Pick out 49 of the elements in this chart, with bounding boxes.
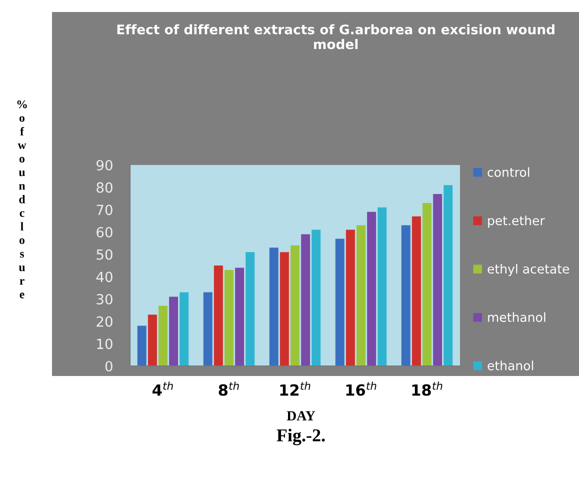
bar <box>290 245 300 366</box>
bar <box>269 248 278 366</box>
bar <box>367 212 376 366</box>
text: % of wound closure <box>17 100 27 298</box>
y-tick-label: 30 <box>96 294 112 304</box>
legend-label: ethyl acetate <box>488 264 570 276</box>
y-tick-label: 0 <box>105 360 112 372</box>
bar <box>356 225 366 366</box>
x-axis-title: DAY <box>286 411 316 420</box>
bar <box>148 314 157 366</box>
legend-label: pet.ether <box>488 216 545 228</box>
bar <box>412 216 421 366</box>
y-tick-label: 70 <box>96 204 112 216</box>
y-tick-label: 50 <box>96 249 112 260</box>
bar <box>433 194 442 366</box>
bar <box>235 268 244 366</box>
bar <box>246 252 255 366</box>
x-tick-label: 18$^{th}$ <box>412 382 442 396</box>
y-tick-label: 60 <box>96 226 112 238</box>
bar <box>180 292 189 366</box>
bar <box>312 230 321 366</box>
x-tick-label: 8$^{th}$ <box>218 382 239 396</box>
bar <box>224 270 234 366</box>
bar <box>422 202 432 366</box>
bar <box>214 266 223 366</box>
bar <box>301 234 310 366</box>
bar <box>158 306 168 366</box>
bar <box>203 292 212 366</box>
bar <box>401 225 410 366</box>
x-tick-label: 4$^{th}$ <box>152 382 173 396</box>
x-tick-label: 16$^{th}$ <box>346 382 376 396</box>
bar <box>335 238 344 366</box>
y-tick-label: 90 <box>96 160 112 170</box>
bar <box>137 326 146 366</box>
x-tick-label: 12$^{th}$ <box>280 382 310 396</box>
chart-title: Effect of different extracts of G.arborea on excision wound model <box>117 24 554 50</box>
y-tick-label: 20 <box>96 316 112 327</box>
text: Fig.-2. <box>276 428 325 446</box>
y-tick-label: 40 <box>96 272 112 282</box>
y-tick-label: 10 <box>97 338 112 350</box>
bar <box>346 230 355 366</box>
bar <box>169 296 178 366</box>
legend-label: methanol <box>488 312 546 322</box>
legend-label: control <box>488 167 530 177</box>
y-tick-label: 80 <box>96 182 112 193</box>
bar <box>378 207 387 366</box>
legend-label: ethanol <box>488 360 534 370</box>
bar <box>444 185 453 366</box>
bar <box>280 252 289 366</box>
